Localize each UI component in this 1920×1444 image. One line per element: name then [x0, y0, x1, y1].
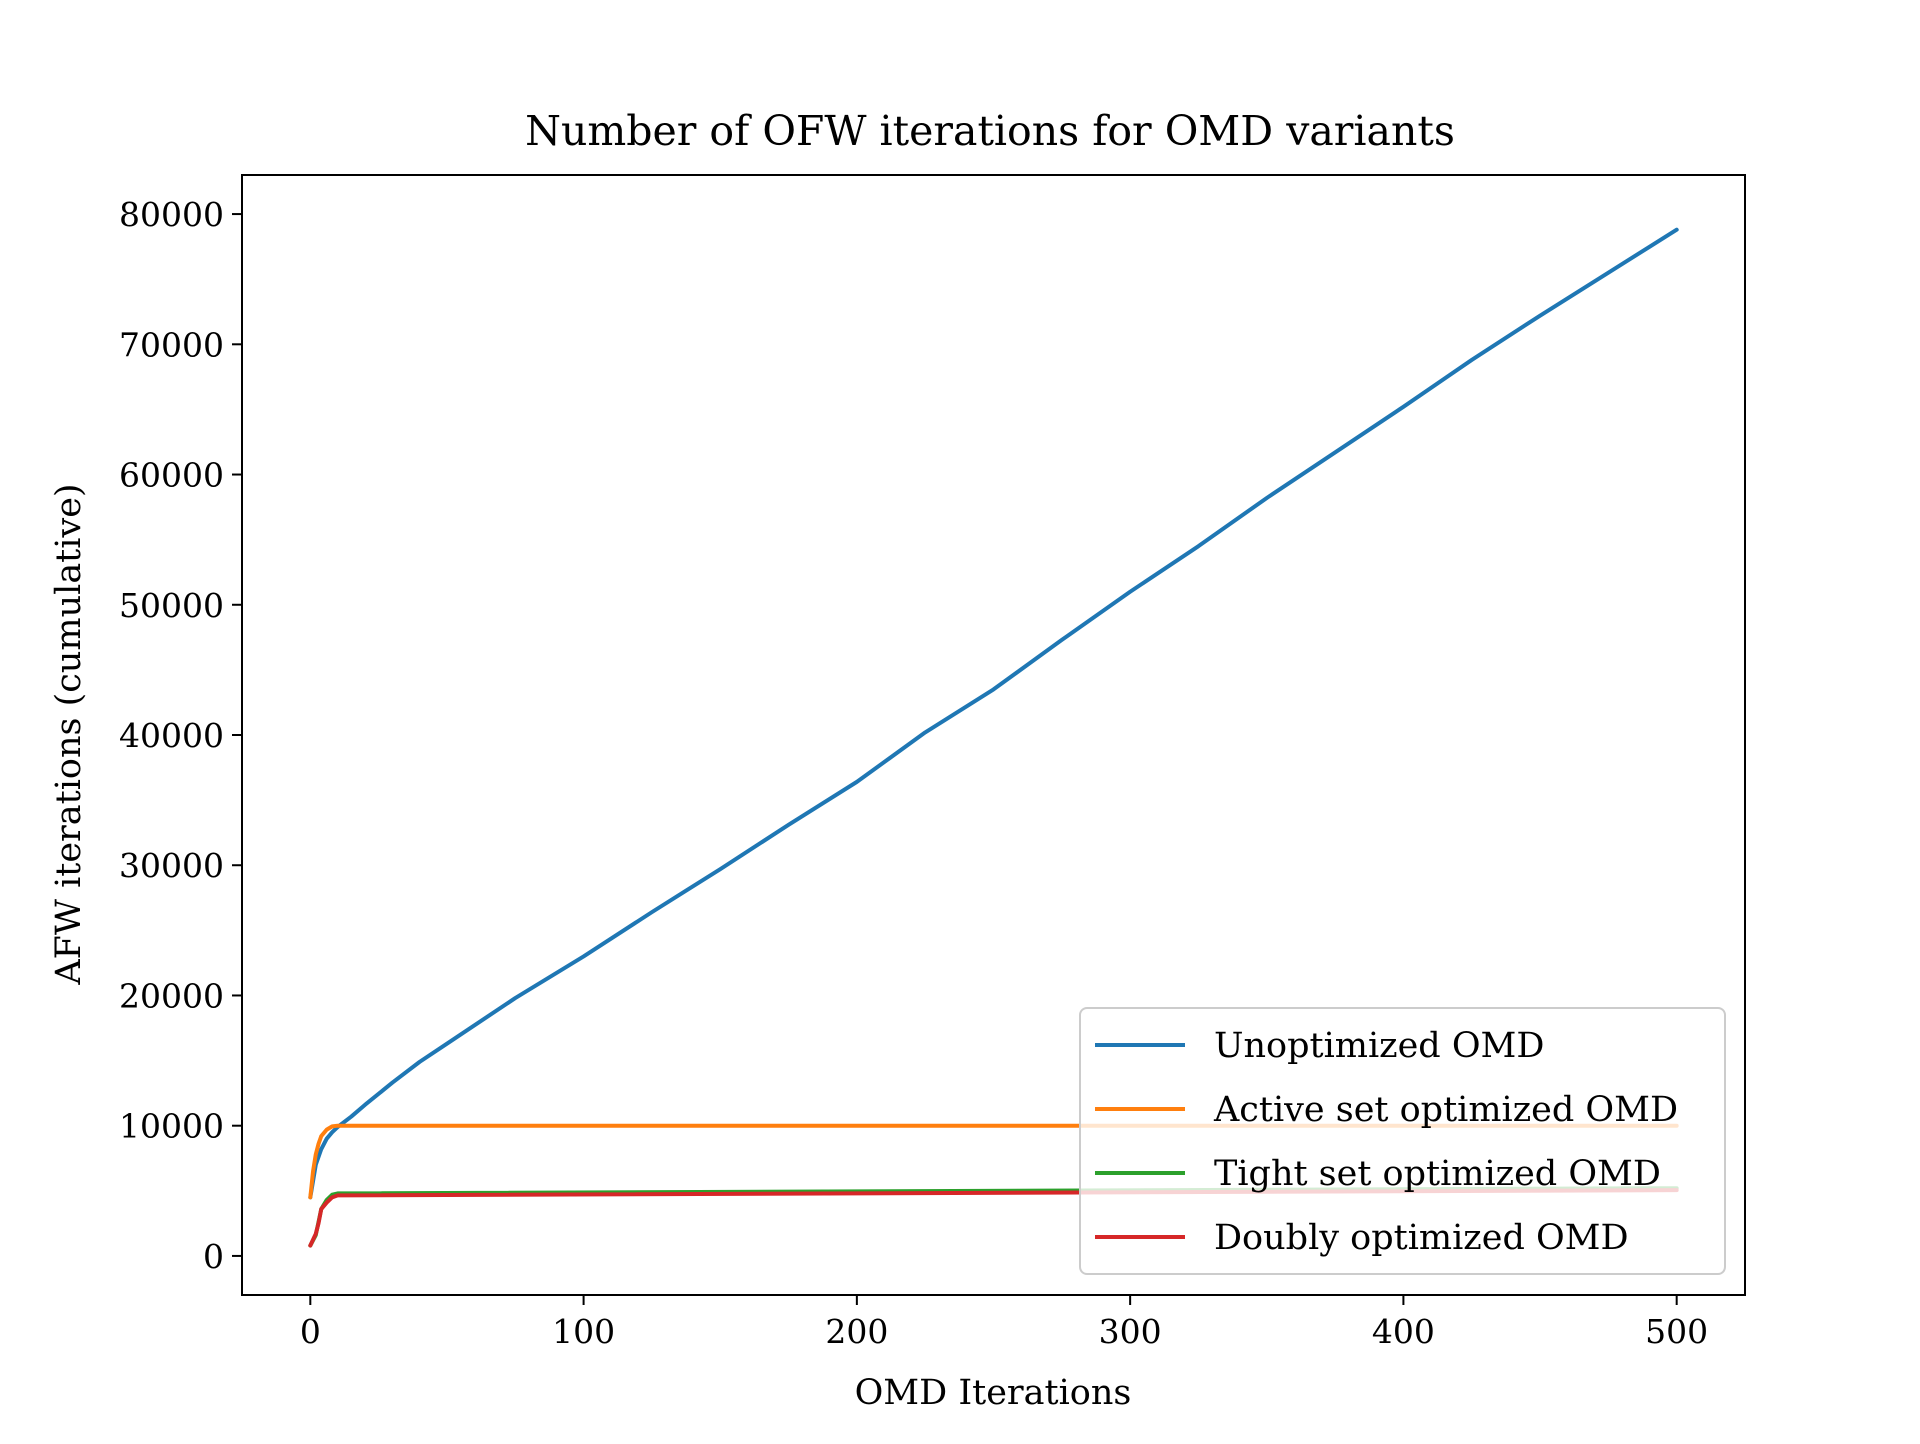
y-axis-ticks: 0 10000 20000 30000 40000 50000 60000 70000 8000…: [119, 195, 242, 1276]
y-tick-label: 60000: [119, 456, 224, 495]
x-tick-label: 300: [1099, 1312, 1162, 1351]
legend-label: Doubly optimized OMD: [1214, 1218, 1629, 1258]
legend-label: Tight set optimized OMD: [1214, 1154, 1661, 1194]
x-axis-ticks: 0 100 200 300 400 500: [300, 1295, 1708, 1351]
legend-items: Unoptimized OMD Active set optimized OMD T…: [1095, 1026, 1678, 1258]
y-axis-label: AFW iterations (cumulative): [49, 483, 89, 985]
x-tick-label: 400: [1372, 1312, 1435, 1351]
series-line-unoptimized-omd: [308, 227, 1679, 1200]
y-tick-label: 0: [203, 1237, 224, 1276]
x-tick-label: 0: [300, 1312, 321, 1351]
series-line-doubly-optimized-omd: [308, 1188, 1679, 1248]
x-tick-label: 200: [825, 1312, 888, 1351]
x-tick-label: 100: [552, 1312, 615, 1351]
y-tick-label: 30000: [119, 846, 224, 885]
legend-label: Active set optimized OMD: [1213, 1090, 1678, 1130]
y-tick-label: 20000: [119, 976, 224, 1015]
legend-box: [1079, 1007, 1726, 1275]
y-tick-label: 10000: [119, 1107, 224, 1146]
y-tick-label: 50000: [119, 586, 224, 625]
series-layer: [308, 227, 1679, 1248]
x-axis-label: OMD Iterations: [855, 1373, 1132, 1413]
y-tick-label: 40000: [119, 716, 224, 755]
x-tick-label: 500: [1645, 1312, 1708, 1351]
y-tick-label: 80000: [119, 195, 224, 234]
plot-area: [241, 174, 1746, 1296]
y-tick-label: 70000: [119, 325, 224, 364]
legend: Unoptimized OMD Active set optimized OMD T…: [1079, 1007, 1726, 1275]
chart-title: Number of OFW iterations for OMD variant…: [525, 107, 1455, 155]
series-line-active-set-optimized-omd: [308, 1123, 1679, 1200]
legend-label: Unoptimized OMD: [1214, 1026, 1544, 1066]
